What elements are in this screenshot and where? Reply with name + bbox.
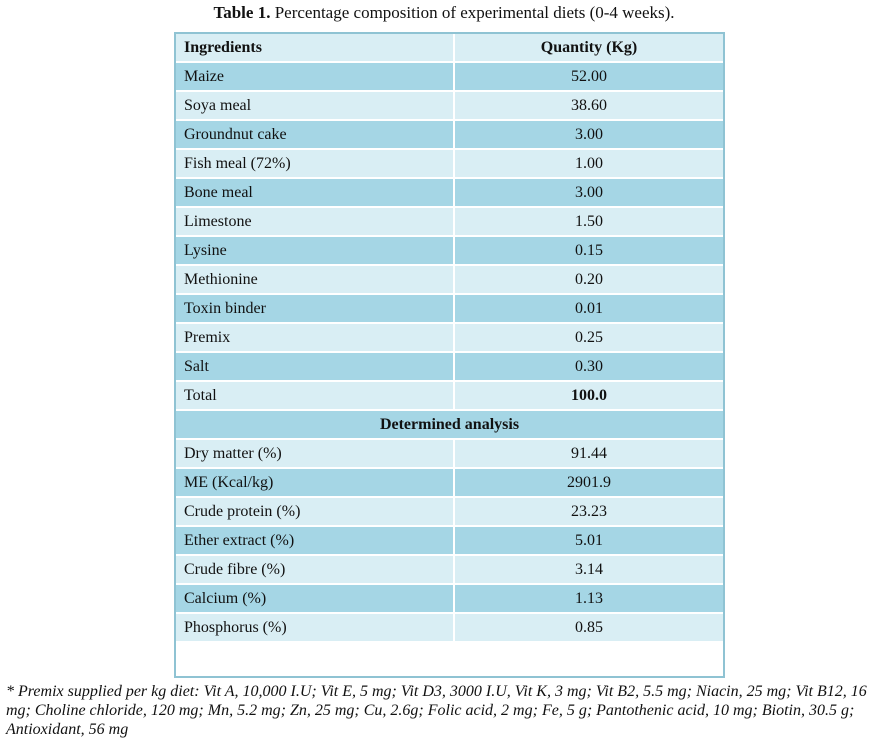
total-row: Total 100.0 — [174, 380, 725, 411]
analysis-qty: 0.85 — [453, 612, 725, 643]
table-row: Phosphorus (%) 0.85 — [174, 612, 725, 643]
ingredient-name: Salt — [174, 351, 455, 382]
table-row: Limestone 1.50 — [174, 206, 725, 237]
header-quantity: Quantity (Kg) — [453, 32, 725, 63]
analysis-qty: 91.44 — [453, 438, 725, 469]
ingredient-qty: 0.15 — [453, 235, 725, 266]
ingredient-name: Premix — [174, 322, 455, 353]
ingredient-qty: 3.00 — [453, 177, 725, 208]
table-row: Salt 0.30 — [174, 351, 725, 382]
total-value: 100.0 — [453, 380, 725, 411]
analysis-name: Calcium (%) — [174, 583, 455, 614]
ingredient-name: Toxin binder — [174, 293, 455, 324]
header-ingredients: Ingredients — [174, 32, 455, 63]
table-row: Bone meal 3.00 — [174, 177, 725, 208]
ingredient-name: Groundnut cake — [174, 119, 455, 150]
analysis-name: Ether extract (%) — [174, 525, 455, 556]
table-row: Groundnut cake 3.00 — [174, 119, 725, 150]
analysis-qty: 3.14 — [453, 554, 725, 585]
analysis-name: Crude fibre (%) — [174, 554, 455, 585]
ingredient-name: Bone meal — [174, 177, 455, 208]
caption-label: Table 1. — [213, 3, 271, 22]
table-row: Crude protein (%) 23.23 — [174, 496, 725, 527]
table-row: Ether extract (%) 5.01 — [174, 525, 725, 556]
section-title: Determined analysis — [174, 409, 725, 440]
ingredient-name: Soya meal — [174, 90, 455, 121]
diet-table: Ingredients Quantity (Kg) Maize 52.00 So… — [174, 32, 725, 643]
analysis-qty: 5.01 — [453, 525, 725, 556]
ingredient-qty: 0.25 — [453, 322, 725, 353]
analysis-qty: 23.23 — [453, 496, 725, 527]
analysis-name: Phosphorus (%) — [174, 612, 455, 643]
caption-text: Percentage composition of experimental d… — [274, 3, 675, 22]
total-label: Total — [174, 380, 455, 411]
analysis-qty: 1.13 — [453, 583, 725, 614]
ingredient-qty: 0.01 — [453, 293, 725, 324]
table-row: Dry matter (%) 91.44 — [174, 438, 725, 469]
ingredient-qty: 1.00 — [453, 148, 725, 179]
table-row: Methionine 0.20 — [174, 264, 725, 295]
table-row: Calcium (%) 1.13 — [174, 583, 725, 614]
table-header-row: Ingredients Quantity (Kg) — [174, 32, 725, 63]
table-row: Crude fibre (%) 3.14 — [174, 554, 725, 585]
ingredient-name: Fish meal (72%) — [174, 148, 455, 179]
table-row: Premix 0.25 — [174, 322, 725, 353]
analysis-name: Dry matter (%) — [174, 438, 455, 469]
ingredient-name: Maize — [174, 61, 455, 92]
table-row: Lysine 0.15 — [174, 235, 725, 266]
table-row: Fish meal (72%) 1.00 — [174, 148, 725, 179]
ingredient-qty: 1.50 — [453, 206, 725, 237]
footnote: * Premix supplied per kg diet: Vit A, 10… — [6, 683, 867, 738]
ingredient-qty: 38.60 — [453, 90, 725, 121]
analysis-qty: 2901.9 — [453, 467, 725, 498]
table-caption: Table 1. Percentage composition of exper… — [0, 3, 888, 23]
table-row: ME (Kcal/kg) 2901.9 — [174, 467, 725, 498]
ingredient-qty: 0.30 — [453, 351, 725, 382]
ingredient-qty: 0.20 — [453, 264, 725, 295]
ingredient-qty: 3.00 — [453, 119, 725, 150]
ingredient-name: Lysine — [174, 235, 455, 266]
table-row: Toxin binder 0.01 — [174, 293, 725, 324]
ingredient-qty: 52.00 — [453, 61, 725, 92]
ingredient-name: Methionine — [174, 264, 455, 295]
table-row: Maize 52.00 — [174, 61, 725, 92]
table-row: Soya meal 38.60 — [174, 90, 725, 121]
analysis-name: ME (Kcal/kg) — [174, 467, 455, 498]
ingredient-name: Limestone — [174, 206, 455, 237]
section-header-row: Determined analysis — [174, 409, 725, 440]
analysis-name: Crude protein (%) — [174, 496, 455, 527]
